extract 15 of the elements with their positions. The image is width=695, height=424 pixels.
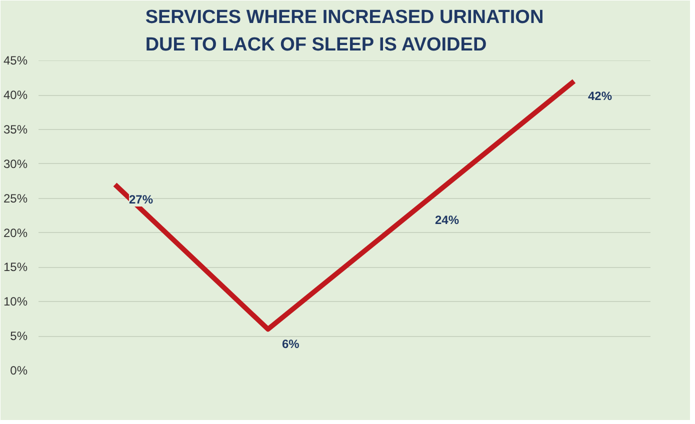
y-tick-label: 0%: [10, 364, 28, 378]
y-tick-label: 30%: [3, 156, 28, 171]
y-tick-label: 15%: [3, 260, 28, 274]
data-label: 27%: [129, 192, 154, 207]
chart-title: SERVICES WHERE INCREASED URINATION DUE TO LACK OF SLEEP IS AVOIDED: [145, 7, 544, 56]
y-tick-label: 20%: [3, 226, 28, 240]
y-tick-label: 40%: [3, 88, 28, 102]
data-label: 42%: [588, 89, 612, 104]
y-tick-label: 35%: [3, 122, 28, 136]
y-tick-label: 25%: [3, 191, 28, 206]
data-label: 24%: [435, 213, 460, 228]
y-tick-label: 5%: [10, 329, 28, 344]
y-tick-label: 45%: [3, 54, 28, 68]
data-label: 6%: [282, 337, 300, 352]
y-tick-label: 10%: [3, 294, 28, 309]
